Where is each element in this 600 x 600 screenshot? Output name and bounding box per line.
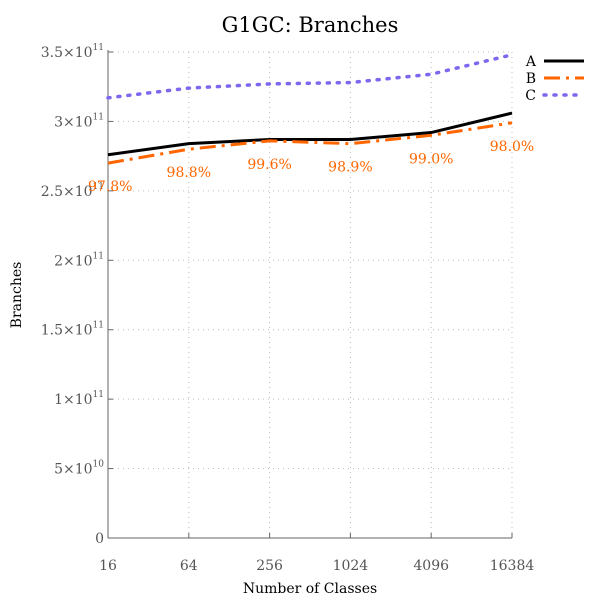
legend-label-A: A bbox=[525, 54, 537, 70]
y-tick-exponent: 11 bbox=[93, 390, 104, 400]
y-tick-mantissa: 2.5×10 bbox=[41, 184, 93, 200]
y-tick-exponent: 11 bbox=[93, 112, 104, 122]
annotation-1: 98.8% bbox=[167, 165, 211, 181]
y-tick-label-4: 2×1011 bbox=[54, 251, 104, 269]
axes bbox=[107, 50, 512, 539]
x-axis-ticks: 16 64 256 1024 4096 16384 bbox=[99, 533, 534, 574]
series-line-C bbox=[106, 53, 514, 100]
y-tick-label-3: 1.5×1011 bbox=[41, 321, 104, 339]
annotation-0: 97.8% bbox=[88, 179, 132, 195]
x-axis-label: Number of Classes bbox=[243, 581, 377, 597]
series-line-B bbox=[107, 121, 513, 165]
y-axis-label: Branches bbox=[9, 262, 25, 329]
y-tick-mantissa: 2×10 bbox=[54, 253, 92, 269]
y-tick-mantissa: 1.5×10 bbox=[41, 323, 93, 339]
annotation-2: 99.6% bbox=[247, 157, 291, 173]
x-tick-label-0: 16 bbox=[99, 558, 117, 574]
series-lines bbox=[106, 53, 514, 165]
grid-lines bbox=[108, 51, 513, 538]
legend-label-C: C bbox=[525, 88, 536, 104]
y-tick-label-0: 0 bbox=[95, 531, 104, 547]
x-tick-label-5: 16384 bbox=[490, 558, 535, 574]
percent-annotations: 97.8% 98.8% 99.6% 98.9% 99.0% 98.0% bbox=[88, 139, 534, 195]
y-tick-mantissa: 0 bbox=[95, 531, 104, 547]
chart-title: G1GC: Branches bbox=[222, 13, 399, 37]
y-tick-label-2: 1×1011 bbox=[54, 390, 104, 408]
legend-label-B: B bbox=[526, 71, 536, 87]
y-tick-exponent: 10 bbox=[93, 460, 105, 470]
series-line-A bbox=[107, 111, 513, 157]
x-tick-label-4: 4096 bbox=[413, 558, 449, 574]
x-tick-label-3: 1024 bbox=[333, 558, 369, 574]
y-tick-mantissa: 3×10 bbox=[54, 114, 92, 130]
y-tick-mantissa: 3.5×10 bbox=[41, 45, 93, 61]
y-tick-label-5: 2.5×1011 bbox=[41, 182, 104, 200]
y-tick-exponent: 11 bbox=[93, 251, 104, 261]
y-tick-exponent: 11 bbox=[93, 43, 104, 53]
legend: ABC bbox=[525, 54, 586, 104]
annotation-4: 99.0% bbox=[409, 151, 453, 167]
y-tick-exponent: 11 bbox=[93, 182, 104, 192]
annotation-3: 98.9% bbox=[328, 160, 372, 176]
y-axis-ticks: 05×10101×10111.5×10112×10112.5×10113×101… bbox=[41, 43, 113, 547]
y-tick-label-7: 3.5×1011 bbox=[41, 43, 104, 61]
annotation-5: 98.0% bbox=[490, 139, 534, 155]
y-tick-label-1: 5×1010 bbox=[54, 460, 104, 478]
y-tick-exponent: 11 bbox=[93, 321, 104, 331]
y-tick-mantissa: 5×10 bbox=[54, 462, 92, 478]
y-tick-label-6: 3×1011 bbox=[54, 112, 104, 130]
x-tick-label-1: 64 bbox=[180, 558, 198, 574]
y-tick-mantissa: 1×10 bbox=[54, 392, 92, 408]
x-tick-label-2: 256 bbox=[256, 558, 283, 574]
